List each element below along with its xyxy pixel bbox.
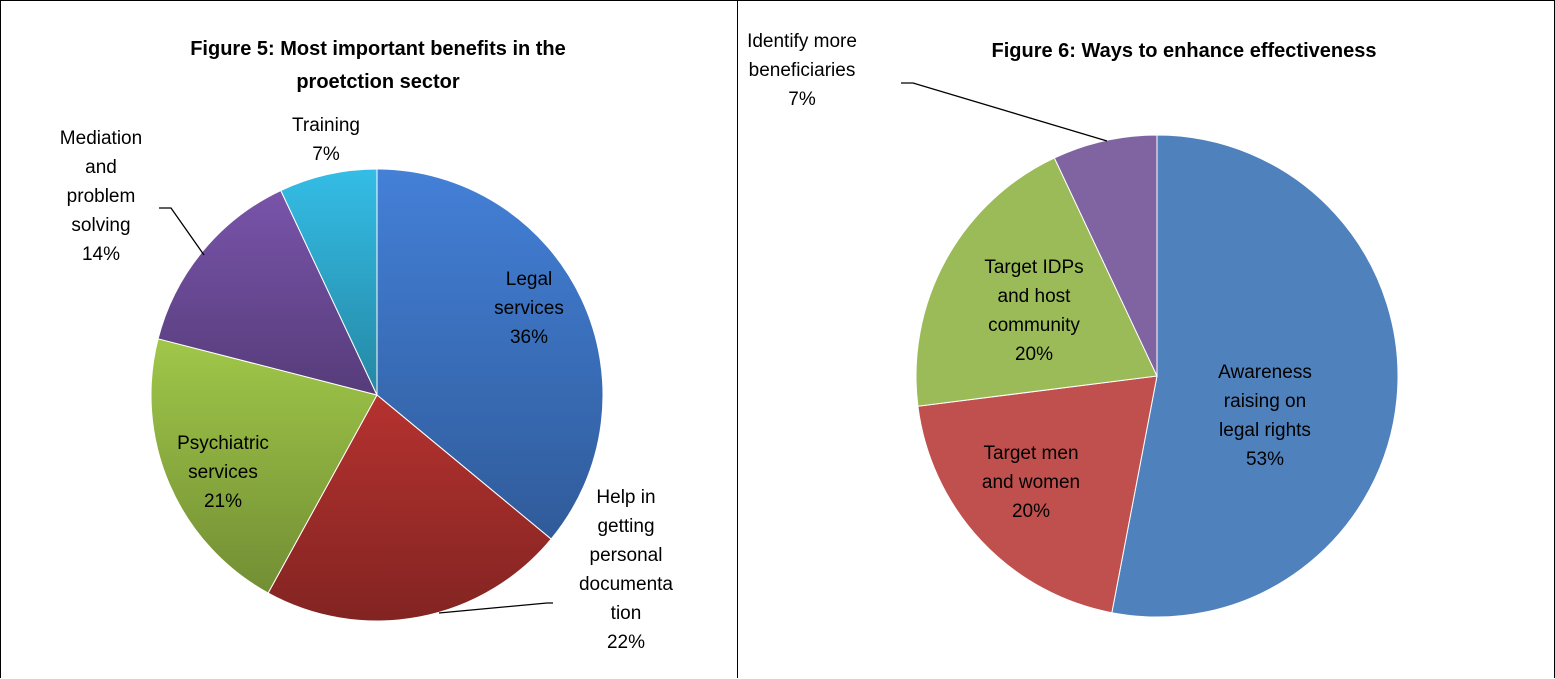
slice-data-label: Training 7% bbox=[292, 115, 360, 165]
leader-line bbox=[901, 82, 1108, 142]
slice-data-label: Help in getting personal documenta tion 22% bbox=[579, 487, 673, 653]
slice-data-label: Psychiatric services 21% bbox=[177, 433, 269, 512]
pie-slice bbox=[280, 168, 378, 396]
pie-slice bbox=[917, 375, 1158, 614]
slice-data-label: Legal services 36% bbox=[494, 269, 564, 348]
chart-title-line: Figure 6: Ways to enhance effectiveness bbox=[992, 40, 1377, 62]
figure-6-pie-chart: Figure 6: Ways to enhance effectiveness A… bbox=[747, 31, 1399, 618]
figure-5-panel: Figure 5: Most important benefits in the… bbox=[0, 0, 738, 678]
leader-line bbox=[438, 602, 553, 614]
figure-5-pie-chart: Figure 5: Most important benefits in the… bbox=[60, 38, 674, 653]
slice-data-label: Mediation and problem solving 14% bbox=[60, 128, 142, 265]
slice-data-label: Identify more beneficiaries 7% bbox=[747, 31, 857, 110]
pie-slice bbox=[150, 338, 378, 594]
slice-data-label: Awareness raising on legal rights 53% bbox=[1218, 362, 1312, 470]
pie-slice bbox=[1111, 134, 1399, 618]
slice-data-label: Target IDPs and host community 20% bbox=[984, 257, 1083, 365]
slice-data-label: Target men and women 20% bbox=[982, 443, 1080, 522]
chart-title-line: proetction sector bbox=[296, 71, 460, 93]
leader-line bbox=[159, 207, 205, 256]
pie-slice bbox=[267, 394, 552, 622]
pie-slice bbox=[915, 157, 1158, 407]
pie-slice bbox=[157, 189, 378, 396]
chart-title-line: Figure 5: Most important benefits in the bbox=[190, 38, 566, 60]
pie-slice bbox=[376, 168, 604, 540]
figure-6-panel: Figure 6: Ways to enhance effectiveness A… bbox=[737, 0, 1555, 678]
